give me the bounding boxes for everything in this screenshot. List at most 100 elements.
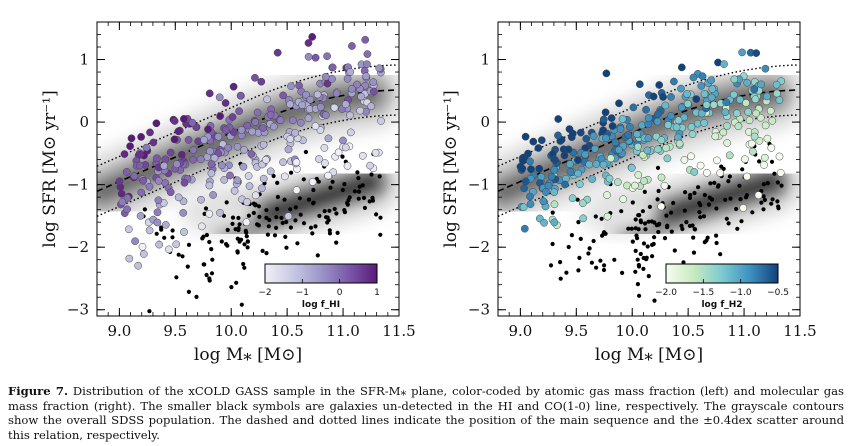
- undetected-point: [266, 224, 271, 229]
- detected-point: [200, 136, 208, 144]
- undetected-point: [701, 214, 707, 219]
- detected-point: [153, 218, 162, 227]
- detected-point: [752, 109, 760, 118]
- colorbar-label: log f_HI: [302, 300, 340, 310]
- detected-point: [280, 172, 289, 181]
- detected-point: [205, 89, 214, 98]
- detected-point: [371, 148, 380, 157]
- detected-point: [196, 155, 205, 164]
- plot-frame: [497, 21, 801, 317]
- detected-point: [289, 116, 297, 125]
- detected-point: [540, 218, 548, 227]
- detected-point: [750, 85, 759, 94]
- undetected-point: [714, 240, 719, 246]
- undetected-point: [288, 207, 293, 212]
- detected-point: [273, 48, 282, 57]
- detected-point: [520, 224, 529, 233]
- undetected-point: [229, 285, 234, 290]
- figure-svg: 9.0 9.5 10.0 10.5 11.0 11.5 −3 −2 −1 0 1 log M⁎ [M⊙…: [40, 21, 817, 365]
- detected-point: [757, 80, 766, 89]
- undetected-point: [641, 241, 647, 246]
- detected-point: [324, 171, 332, 180]
- detected-point: [733, 109, 741, 118]
- undetected-point: [176, 252, 181, 257]
- detected-point: [242, 218, 251, 227]
- detected-point: [619, 195, 628, 204]
- undetected-point: [644, 255, 649, 260]
- undetected-point: [775, 180, 780, 185]
- undetected-point: [578, 236, 583, 241]
- detected-point: [702, 100, 711, 109]
- y-tick-label: 1: [79, 51, 89, 69]
- detected-point: [754, 191, 763, 200]
- detected-point: [161, 155, 170, 164]
- undetected-point: [682, 208, 687, 213]
- undetected-point: [264, 208, 269, 213]
- undetected-point: [692, 227, 697, 232]
- undetected-point: [575, 197, 580, 202]
- undetected-point: [323, 215, 329, 220]
- undetected-point: [207, 278, 212, 283]
- undetected-point: [242, 265, 247, 270]
- x-axis-title: log M⁎ [M⊙]: [595, 345, 703, 365]
- detected-point: [229, 82, 238, 91]
- undetected-point: [295, 241, 300, 246]
- undetected-point: [284, 219, 289, 225]
- detected-point: [142, 143, 151, 152]
- detected-point: [725, 151, 734, 160]
- detected-point: [521, 132, 530, 141]
- figure-panels: 9.0 9.5 10.0 10.5 11.0 11.5 −3 −2 −1 0 1 log M⁎ [M⊙…: [40, 21, 817, 365]
- detected-point: [776, 168, 785, 177]
- undetected-point: [687, 223, 693, 228]
- undetected-point: [684, 220, 689, 225]
- detected-point: [700, 90, 709, 98]
- detected-point: [216, 208, 224, 217]
- detected-point: [153, 208, 162, 217]
- detected-point: [135, 161, 144, 170]
- undetected-point: [776, 206, 781, 211]
- detected-point: [369, 78, 378, 87]
- detected-point: [321, 72, 330, 81]
- detected-point: [165, 245, 173, 254]
- undetected-point: [775, 199, 780, 204]
- detected-point: [527, 165, 535, 174]
- detected-point: [291, 128, 300, 137]
- undetected-point: [369, 172, 374, 177]
- undetected-point: [230, 221, 235, 226]
- detected-point: [339, 136, 347, 145]
- undetected-point: [317, 213, 322, 218]
- detected-point: [772, 80, 781, 89]
- undetected-point: [283, 234, 288, 239]
- undetected-point: [652, 220, 657, 225]
- detected-point: [565, 125, 574, 133]
- detected-point: [576, 128, 585, 137]
- x-tick-label: 9.5: [163, 322, 187, 340]
- undetected-point: [326, 218, 331, 223]
- detected-point: [315, 155, 323, 163]
- detected-point: [644, 114, 653, 122]
- detected-point: [298, 101, 307, 109]
- undetected-point: [750, 210, 755, 215]
- undetected-point: [242, 242, 247, 247]
- undetected-point: [241, 261, 246, 267]
- undetected-point: [200, 236, 205, 241]
- detected-point: [624, 131, 633, 139]
- detected-point: [720, 60, 728, 68]
- detected-point: [615, 99, 623, 108]
- undetected-point: [301, 221, 307, 226]
- detected-point: [123, 205, 131, 214]
- detected-point: [160, 161, 168, 170]
- detected-point: [120, 150, 129, 158]
- undetected-point: [256, 204, 262, 209]
- x-tick-label: 9.5: [564, 322, 588, 340]
- detected-point: [585, 160, 594, 169]
- detected-point: [738, 48, 746, 57]
- detected-point: [321, 159, 329, 167]
- undetected-point: [726, 179, 731, 184]
- detected-point: [363, 50, 372, 58]
- detected-point: [184, 136, 193, 144]
- detected-point: [707, 93, 716, 102]
- detected-point: [286, 100, 294, 109]
- detected-point: [323, 52, 331, 61]
- detected-point: [123, 194, 132, 202]
